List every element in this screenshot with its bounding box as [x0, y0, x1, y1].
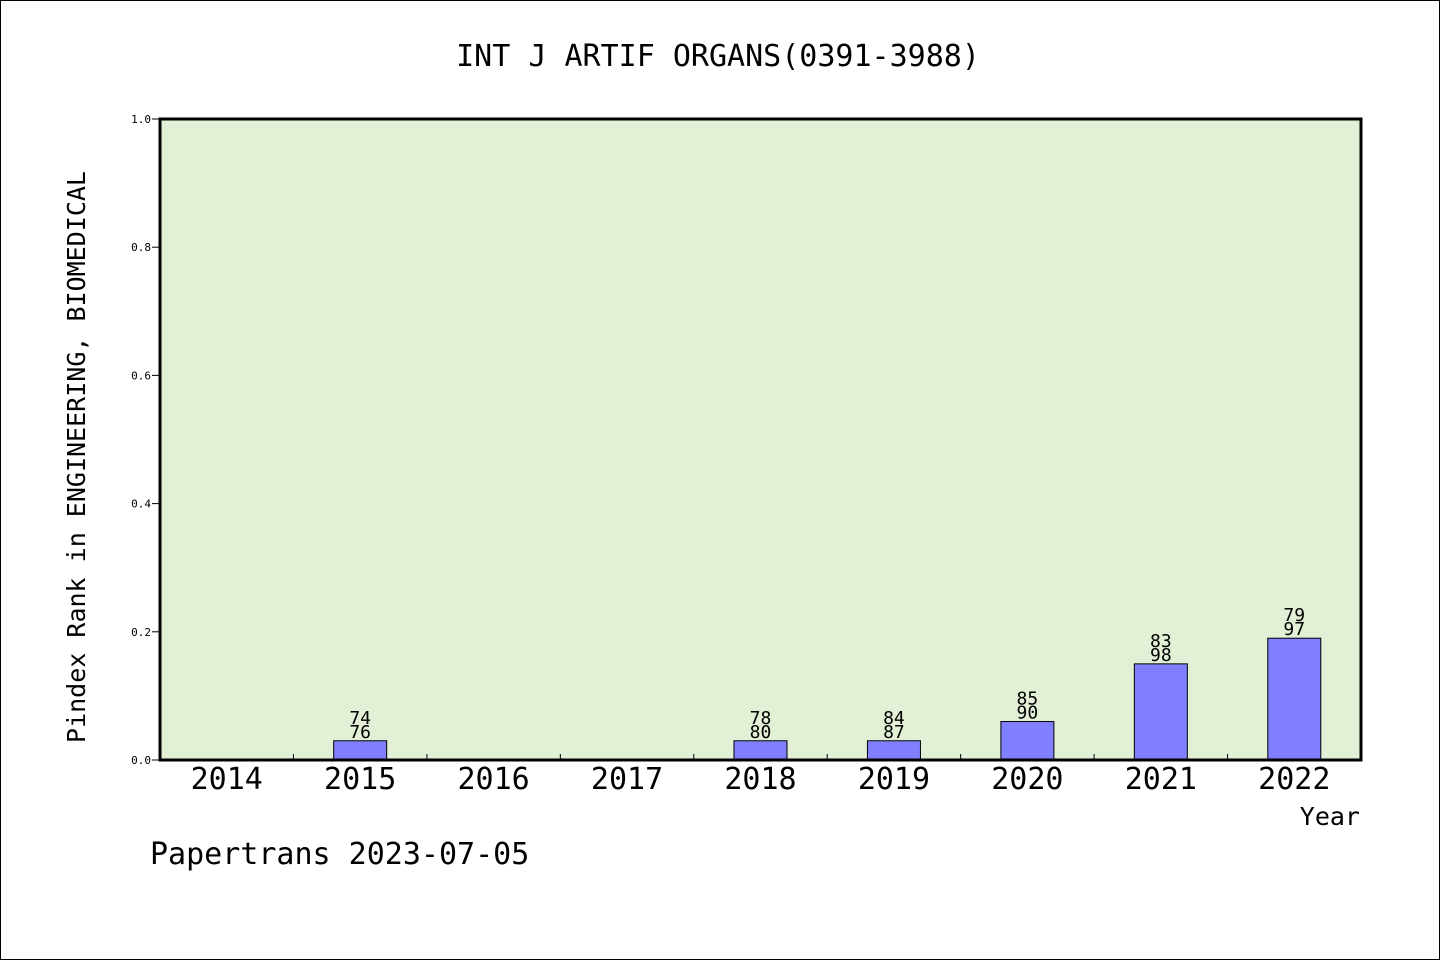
bar: [1000, 721, 1055, 761]
y-tick-label: 1.0: [131, 113, 151, 126]
x-tick-label: 2020: [991, 762, 1063, 797]
bar: [866, 740, 921, 761]
y-tick-label: 0.4: [131, 498, 151, 511]
x-tick-label: 2018: [724, 762, 796, 797]
rank-label: 85: [1017, 689, 1039, 710]
total-label: 80: [750, 722, 772, 743]
x-axis-label: Year: [1300, 802, 1360, 831]
total-label: 90: [1017, 703, 1039, 724]
total-label: 97: [1283, 619, 1305, 640]
y-tick-label: 0.0: [131, 754, 151, 767]
bar: [1267, 637, 1322, 761]
bar: [1133, 663, 1188, 761]
y-tick-label: 0.6: [131, 369, 151, 382]
x-tick-label: 2015: [324, 762, 396, 797]
x-tick-label: 2022: [1258, 762, 1330, 797]
y-tick-label: 0.2: [131, 626, 151, 639]
rank-label: 74: [349, 708, 371, 729]
rank-label: 83: [1150, 631, 1172, 652]
footer-credit: Papertrans 2023-07-05: [150, 837, 529, 872]
x-tick-label: 2017: [591, 762, 663, 797]
rank-label: 79: [1283, 605, 1305, 626]
total-label: 76: [349, 722, 371, 743]
total-label: 98: [1150, 645, 1172, 666]
y-tick-label: 0.8: [131, 241, 151, 254]
plot-area: [160, 119, 1361, 760]
chart-title: INT J ARTIF ORGANS(0391-3988): [456, 39, 980, 74]
rank-label: 78: [750, 708, 772, 729]
bar: [733, 740, 788, 761]
bar: [333, 740, 388, 761]
y-axis-label: Pindex Rank in ENGINEERING, BIOMEDICAL: [62, 171, 91, 743]
x-tick-label: 2016: [457, 762, 529, 797]
x-tick-label: 2019: [858, 762, 930, 797]
total-label: 87: [883, 722, 905, 743]
x-tick-label: 2014: [191, 762, 263, 797]
rank-label: 84: [883, 708, 905, 729]
ticks-group: 0.0 0.2 0.4 0.6 0.8 1.0 2014 2015 2016 2017 2018 20…: [131, 113, 1330, 797]
plot-border: [158, 117, 1363, 762]
x-tick-label: 2021: [1125, 762, 1197, 797]
